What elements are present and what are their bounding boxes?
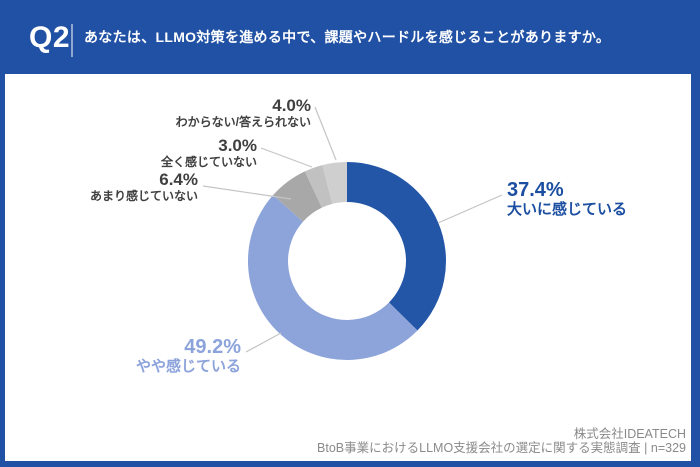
donut-slice bbox=[273, 171, 322, 222]
footer-company: 株式会社IDEATECH bbox=[573, 427, 686, 441]
slice-name: あまり感じていない bbox=[89, 189, 198, 203]
question-number: Q2 bbox=[29, 21, 71, 54]
donut-slice bbox=[304, 165, 333, 208]
question-title: あなたは、LLMO対策を進める中で、課題やハードルを感じることがありますか。 bbox=[84, 29, 611, 45]
leader-line-slice-4 bbox=[314, 106, 337, 161]
footer-survey-note: BtoB事業におけるLLMO支援会社の選定に関する実態調査 | n=329 bbox=[317, 441, 686, 455]
leader-line-slice-0 bbox=[437, 194, 503, 224]
slice-label-wakaranai: 4.0% わからない/答えられない bbox=[176, 97, 311, 130]
slice-name: わからない/答えられない bbox=[175, 115, 311, 129]
leader-line-slice-1 bbox=[245, 332, 282, 353]
slice-percent: 3.0% bbox=[218, 136, 257, 155]
slice-name: 大いに感じている bbox=[507, 201, 628, 218]
leader-line-slice-3 bbox=[260, 147, 313, 168]
slice-percent: 37.4% bbox=[507, 179, 564, 201]
slice-percent: 4.0% bbox=[272, 96, 311, 115]
slice-label-daini: 37.4% 大いに感じている bbox=[507, 179, 627, 219]
donut-slice bbox=[322, 162, 347, 204]
slice-label-yaya: 49.2% やや感じている bbox=[136, 336, 241, 376]
slice-label-mattaku: 3.0% 全く感じていない bbox=[161, 137, 257, 170]
slice-name: やや感じている bbox=[135, 358, 241, 375]
footer-credit: 株式会社IDEATECH BtoB事業におけるLLMO支援会社の選定に関する実態… bbox=[317, 427, 686, 455]
slice-label-amari: 6.4% あまり感じていない bbox=[90, 171, 198, 204]
slice-percent: 49.2% bbox=[184, 336, 241, 358]
donut-slices bbox=[247, 162, 446, 361]
donut-slice bbox=[347, 162, 446, 331]
donut-slice bbox=[247, 195, 418, 361]
slice-percent: 6.4% bbox=[159, 170, 198, 189]
content-panel bbox=[5, 74, 691, 461]
leader-line-slice-2 bbox=[202, 185, 292, 200]
slice-name: 全く感じていない bbox=[160, 155, 257, 169]
header-divider bbox=[71, 24, 73, 57]
question-header: Q2 あなたは、LLMO対策を進める中で、課題やハードルを感じることがありますか… bbox=[0, 0, 700, 74]
